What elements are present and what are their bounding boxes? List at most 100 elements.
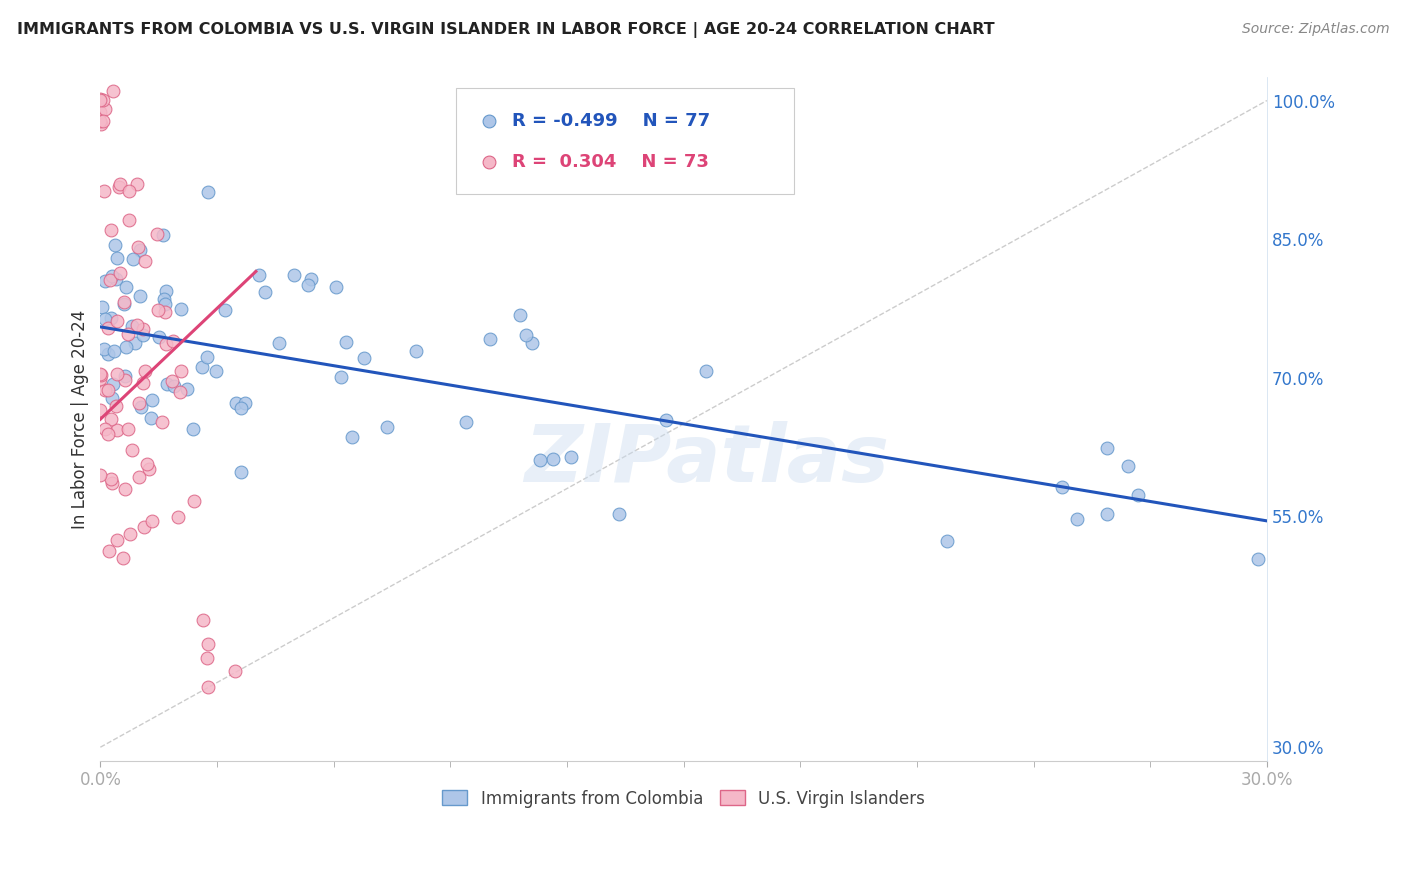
Text: R =  0.304    N = 73: R = 0.304 N = 73 (512, 153, 709, 170)
Point (183, 493, 205, 508)
Point (935, 534, 957, 549)
Point (335, 335, 357, 350)
Point (129, 243, 152, 257)
Point (129, 400, 152, 414)
Point (103, 238, 125, 252)
Point (114, 483, 136, 497)
Point (114, 373, 136, 387)
Point (97, 426, 120, 441)
Text: IMMIGRANTS FROM COLOMBIA VS U.S. VIRGIN ISLANDER IN LABOR FORCE | AGE 20-24 CORR: IMMIGRANTS FROM COLOMBIA VS U.S. VIRGIN … (17, 22, 994, 38)
Point (127, 177, 149, 191)
Point (89, 372, 111, 386)
Point (479, 332, 502, 346)
Point (1384, 207, 1406, 221)
Point (98, 273, 121, 287)
Point (134, 254, 156, 268)
Point (112, 295, 135, 310)
Point (529, 452, 551, 467)
Point (560, 450, 582, 465)
Point (163, 378, 186, 392)
Point (224, 664, 246, 678)
Point (1384, 152, 1406, 166)
Point (124, 335, 146, 350)
Point (205, 364, 228, 378)
Point (105, 251, 128, 265)
Point (1050, 479, 1073, 493)
Point (105, 399, 128, 413)
Point (520, 336, 543, 351)
Point (101, 269, 124, 284)
Point (93, 343, 115, 357)
Point (121, 319, 143, 334)
Point (138, 462, 160, 476)
Point (509, 308, 531, 322)
Point (141, 392, 163, 407)
Point (127, 318, 149, 333)
Point (128, 470, 150, 484)
Point (1126, 488, 1149, 502)
Point (94, 103, 117, 117)
Point (89, 92, 111, 106)
Point (90, 368, 112, 383)
Point (89, 368, 111, 382)
Point (117, 184, 139, 198)
Point (122, 252, 145, 267)
Point (654, 413, 676, 427)
Point (117, 327, 139, 342)
Point (128, 396, 150, 410)
Point (1118, 458, 1140, 473)
Point (132, 322, 155, 336)
Point (93, 185, 115, 199)
Point (405, 343, 427, 358)
Point (89, 113, 111, 128)
Point (170, 301, 193, 316)
Point (153, 292, 176, 306)
Y-axis label: In Labor Force | Age 20-24: In Labor Force | Age 20-24 (72, 310, 89, 529)
Point (97, 383, 120, 397)
Point (197, 350, 219, 364)
Text: Source: ZipAtlas.com: Source: ZipAtlas.com (1241, 22, 1389, 37)
Point (114, 280, 136, 294)
Text: ZIPatlas: ZIPatlas (524, 421, 890, 500)
Point (1066, 512, 1088, 526)
Point (93, 311, 115, 326)
Point (269, 336, 291, 351)
Point (111, 550, 134, 565)
Point (117, 213, 139, 227)
Point (97, 320, 120, 334)
Point (120, 527, 142, 541)
Point (231, 401, 253, 415)
Point (91, 300, 114, 314)
Point (114, 340, 136, 354)
Point (191, 360, 214, 375)
Point (91, 113, 114, 128)
Point (91, 93, 114, 107)
Point (132, 520, 155, 534)
Point (94, 274, 117, 288)
Point (100, 412, 122, 426)
Point (117, 422, 139, 436)
FancyBboxPatch shape (456, 87, 794, 194)
Point (121, 442, 143, 457)
Point (90, 116, 112, 130)
Point (89, 93, 111, 107)
Point (1247, 552, 1270, 566)
Point (89, 403, 111, 417)
Point (197, 186, 219, 200)
Point (146, 227, 169, 241)
Point (141, 514, 163, 528)
Point (166, 510, 188, 524)
Point (155, 337, 177, 351)
Point (132, 328, 155, 343)
Point (108, 179, 131, 194)
Point (299, 272, 322, 286)
Legend: Immigrants from Colombia, U.S. Virgin Islanders: Immigrants from Colombia, U.S. Virgin Is… (436, 783, 932, 814)
Point (105, 533, 128, 548)
Point (129, 289, 152, 303)
Point (89, 104, 111, 119)
Point (197, 680, 219, 694)
Point (127, 240, 149, 254)
Point (181, 422, 204, 436)
Point (254, 285, 277, 299)
Point (139, 410, 162, 425)
